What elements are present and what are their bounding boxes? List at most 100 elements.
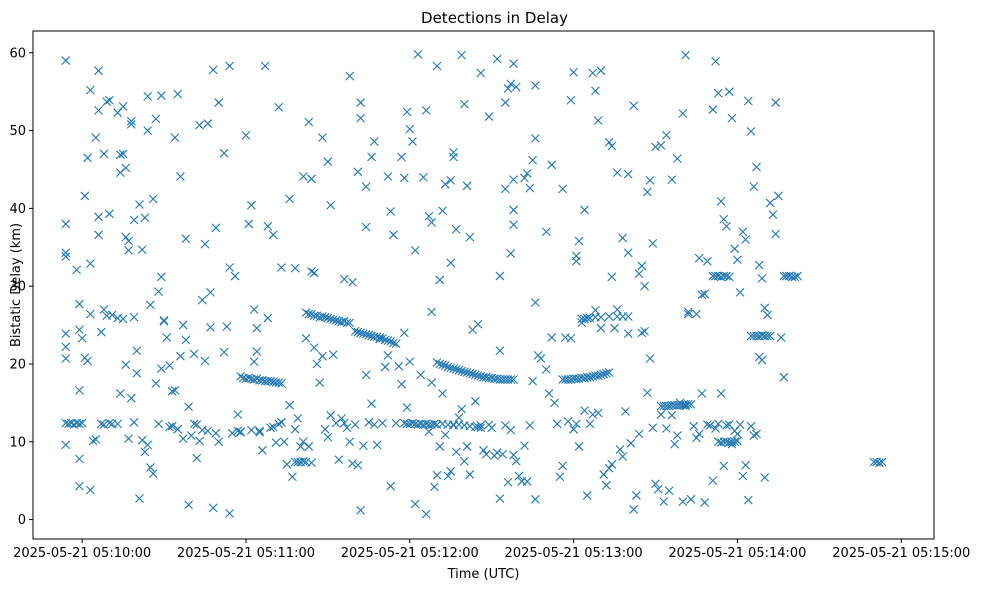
data-point	[708, 105, 718, 114]
data-point	[309, 343, 319, 353]
data-point	[318, 133, 327, 142]
data-point	[386, 207, 396, 216]
data-point	[277, 263, 286, 272]
data-point	[121, 232, 131, 242]
data-point	[509, 450, 518, 460]
data-point	[320, 424, 330, 434]
data-point	[309, 311, 319, 321]
data-point	[547, 333, 557, 342]
data-point	[596, 323, 606, 333]
data-point	[397, 152, 406, 162]
data-point	[566, 333, 576, 343]
data-point	[656, 140, 666, 150]
data-point	[708, 476, 718, 486]
data-point	[727, 113, 737, 123]
data-point	[263, 313, 273, 323]
data-point	[173, 424, 183, 434]
data-point	[571, 419, 581, 429]
data-point	[184, 500, 194, 510]
data-point	[233, 410, 243, 419]
data-point	[577, 318, 587, 328]
data-point	[282, 459, 292, 469]
data-point	[151, 379, 161, 388]
data-point	[558, 184, 568, 194]
data-point	[604, 312, 614, 321]
data-point	[591, 86, 600, 96]
data-point	[530, 81, 540, 90]
data-point	[195, 120, 204, 130]
data-point	[771, 229, 781, 239]
data-point	[506, 425, 516, 435]
data-point	[563, 417, 573, 426]
data-point	[454, 413, 464, 423]
data-point	[746, 126, 756, 136]
data-point	[394, 361, 404, 371]
data-point	[405, 124, 415, 134]
data-point	[773, 191, 783, 201]
data-point	[757, 273, 767, 283]
data-point	[99, 305, 109, 314]
data-point	[670, 439, 680, 449]
data-point	[301, 308, 311, 318]
data-point	[318, 312, 327, 321]
data-point	[790, 272, 800, 282]
y-tick-label: 50	[9, 124, 26, 139]
x-tick-label: 2025-05-21 05:14:00	[668, 546, 806, 561]
data-point	[530, 298, 540, 307]
data-point	[274, 419, 284, 429]
data-point	[132, 346, 142, 356]
data-point	[148, 469, 158, 479]
data-point	[637, 328, 647, 338]
data-point	[427, 307, 437, 317]
data-point	[348, 277, 357, 287]
data-point	[623, 248, 633, 258]
data-point	[525, 183, 535, 193]
data-point	[383, 172, 393, 181]
series-group	[746, 330, 775, 341]
data-point	[588, 410, 598, 419]
data-point	[364, 417, 374, 427]
data-point	[604, 137, 614, 147]
data-point	[716, 389, 726, 398]
data-point	[146, 300, 155, 310]
data-point	[178, 434, 188, 444]
data-point	[206, 323, 215, 332]
data-point	[225, 263, 234, 272]
data-point	[667, 175, 677, 184]
data-point	[156, 272, 166, 282]
data-point	[410, 245, 420, 255]
data-point	[397, 379, 406, 389]
series-group	[350, 326, 401, 349]
data-point	[651, 479, 660, 489]
data-point	[85, 485, 95, 495]
data-point	[487, 423, 497, 433]
data-point	[356, 505, 366, 515]
data-point	[184, 402, 194, 412]
data-point	[200, 239, 210, 249]
x-tick-label: 2025-05-21 05:13:00	[505, 546, 643, 561]
data-point	[186, 431, 196, 440]
data-point	[192, 453, 202, 463]
data-point	[465, 368, 475, 378]
data-point	[694, 253, 704, 263]
data-point	[585, 372, 595, 382]
data-point	[446, 175, 456, 185]
data-point	[667, 410, 677, 420]
data-point	[604, 463, 614, 473]
data-point	[678, 497, 688, 507]
data-point	[681, 401, 690, 411]
data-point	[173, 89, 183, 99]
data-point	[307, 458, 316, 468]
data-point	[741, 235, 750, 244]
data-point	[178, 320, 188, 330]
y-tick-label: 40	[9, 202, 26, 217]
data-point	[730, 244, 740, 254]
data-point	[520, 173, 529, 183]
data-point	[391, 339, 401, 349]
data-point	[350, 326, 360, 336]
data-point	[380, 362, 390, 372]
data-point	[159, 316, 169, 325]
series-group	[61, 49, 789, 495]
data-point	[692, 309, 701, 319]
